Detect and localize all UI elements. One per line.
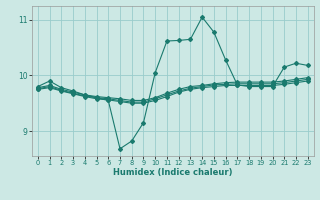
X-axis label: Humidex (Indice chaleur): Humidex (Indice chaleur) [113,168,233,177]
